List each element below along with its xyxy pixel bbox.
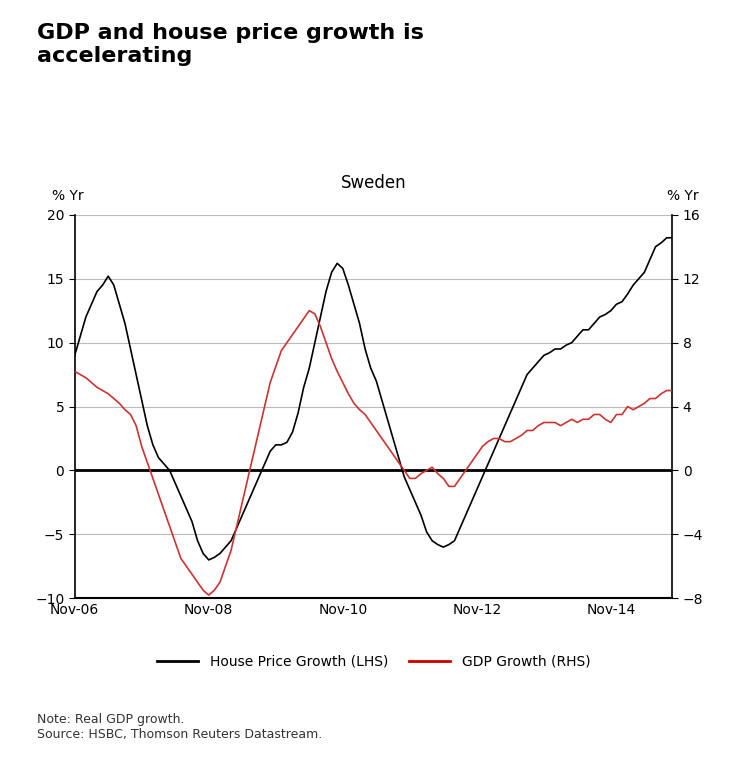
Text: Note: Real GDP growth.
Source: HSBC, Thomson Reuters Datastream.: Note: Real GDP growth. Source: HSBC, Tho… <box>37 713 323 742</box>
Text: % Yr: % Yr <box>52 189 84 203</box>
Text: GDP and house price growth is
accelerating: GDP and house price growth is accelerati… <box>37 23 424 66</box>
Text: Sweden: Sweden <box>341 174 406 192</box>
Text: % Yr: % Yr <box>667 189 698 203</box>
Legend: House Price Growth (LHS), GDP Growth (RHS): House Price Growth (LHS), GDP Growth (RH… <box>151 650 596 674</box>
